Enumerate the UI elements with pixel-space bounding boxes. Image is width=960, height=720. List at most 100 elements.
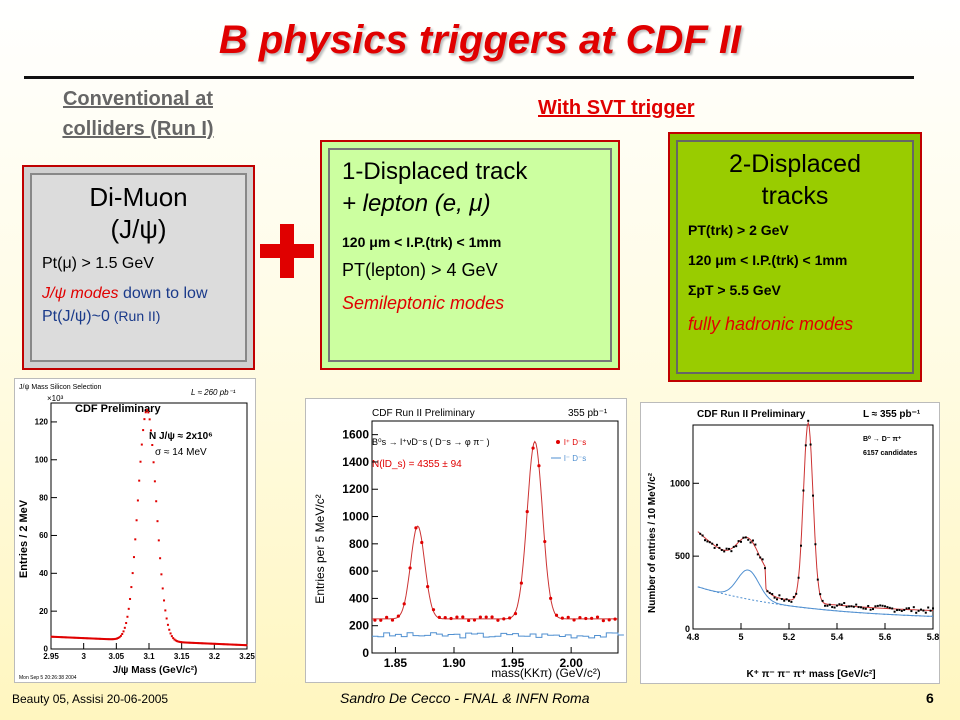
ds-frame bbox=[371, 420, 619, 654]
jpsi-data-point bbox=[193, 641, 196, 644]
bd-axes: 4.8 5 5.2 5.4 5.6 5.8 0 500 1000 bbox=[670, 424, 939, 642]
jpsi-data-point bbox=[106, 638, 109, 641]
ds-legend-rs: l⁺ D⁻s bbox=[564, 438, 586, 447]
ds-data-point bbox=[549, 596, 553, 600]
jpsi-data-point bbox=[118, 636, 121, 639]
jpsi-data-point bbox=[240, 643, 243, 646]
jpsi-xtick-label: 3.05 bbox=[109, 652, 125, 661]
jpsi-data-point bbox=[182, 641, 185, 644]
ds-data-point bbox=[578, 615, 582, 620]
jpsi-data-point bbox=[68, 636, 71, 639]
jpsi-data-point bbox=[91, 637, 94, 640]
dimuon-note-run: (Run II) bbox=[109, 308, 161, 324]
bd-data-point bbox=[732, 545, 735, 548]
jpsi-n-label: N J/ψ ≈ 2x10⁶ bbox=[149, 431, 213, 442]
jpsi-data-point bbox=[244, 644, 247, 647]
ds-data-point bbox=[408, 566, 412, 570]
bd-data-point bbox=[749, 541, 752, 544]
jpsi-data-point bbox=[206, 642, 209, 645]
bd-data-point bbox=[776, 598, 778, 601]
ds-lumi: 355 pb⁻¹ bbox=[568, 408, 608, 419]
bd-data-point bbox=[876, 604, 879, 607]
ds-data-point bbox=[590, 616, 594, 620]
bd-data-point bbox=[742, 536, 745, 539]
bd-data-point bbox=[828, 603, 831, 606]
jpsi-data-point bbox=[165, 617, 168, 620]
ds-data-point bbox=[431, 608, 436, 612]
ds-mass-plot: CDF Run II Preliminary 355 pb⁻¹ B⁰s → l⁺… bbox=[305, 398, 627, 683]
ds-data-point bbox=[601, 619, 605, 623]
ds-data-point bbox=[508, 616, 512, 620]
jpsi-data-point bbox=[245, 644, 248, 647]
bd-data-point bbox=[826, 604, 829, 607]
twotrack-cut1: PT(trk) > 2 GeV bbox=[688, 222, 789, 238]
bd-data-point bbox=[840, 603, 843, 606]
jpsi-data-point bbox=[236, 643, 239, 646]
jpsi-lumi: L ≈ 260 pb⁻¹ bbox=[191, 388, 236, 397]
conventional-heading-line2: colliders (Run I) bbox=[62, 118, 214, 140]
jpsi-data-point bbox=[203, 642, 206, 645]
bd-data-point bbox=[795, 592, 798, 595]
bd-data-point bbox=[771, 593, 774, 596]
ds-data-point bbox=[566, 615, 570, 619]
twotrack-modes: fully hadronic modes bbox=[688, 314, 854, 334]
jpsi-data-point bbox=[79, 636, 82, 639]
jpsi-data-point bbox=[151, 444, 154, 447]
jpsi-data-point bbox=[54, 635, 57, 638]
lepton-modes: Semileptonic modes bbox=[342, 293, 505, 313]
bd-reflection-curve bbox=[697, 569, 934, 617]
ds-xlabel: mass(KKπ) (GeV/c²) bbox=[491, 666, 601, 680]
bd-data-point bbox=[845, 605, 848, 608]
ds-data-point bbox=[467, 618, 471, 623]
bd-data-point bbox=[759, 556, 762, 559]
jpsi-data-point bbox=[142, 429, 145, 432]
bd-data-point bbox=[792, 595, 795, 598]
ds-data-point bbox=[502, 617, 506, 621]
bd-data-point bbox=[768, 591, 771, 594]
jpsi-data-point bbox=[232, 643, 235, 646]
ds-prelim: CDF Run II Preliminary bbox=[372, 408, 475, 419]
jpsi-data-point bbox=[238, 643, 241, 646]
bd-data-point bbox=[766, 590, 769, 593]
jpsi-data-point bbox=[83, 637, 86, 640]
jpsi-data-point bbox=[53, 635, 56, 638]
jpsi-data-point bbox=[65, 636, 68, 639]
dimuon-cut: Pt(μ) > 1.5 GeV bbox=[42, 255, 154, 272]
jpsi-data-point bbox=[204, 642, 207, 645]
ds-data-point bbox=[584, 616, 588, 621]
dimuon-note-rest: down to low Pt(J/ψ)~0 bbox=[42, 285, 208, 325]
jpsi-data-point bbox=[185, 641, 188, 644]
ds-data-point bbox=[437, 615, 441, 619]
jpsi-data-point bbox=[96, 637, 99, 640]
bd-data-point bbox=[915, 611, 918, 614]
jpsi-ytick-label: 40 bbox=[39, 569, 48, 578]
jpsi-data-point bbox=[63, 636, 66, 639]
jpsi-data-point bbox=[123, 626, 126, 629]
jpsi-data-point bbox=[149, 429, 152, 432]
ds-ytick-label: 800 bbox=[349, 537, 369, 551]
slide-title: B physics triggers at CDF II bbox=[218, 18, 742, 62]
jpsi-data-point bbox=[92, 637, 95, 640]
jpsi-plot-svg: J/ψ Mass Silicon Selection ×10³ CDF Prel… bbox=[18, 384, 255, 681]
ds-ytick-label: 400 bbox=[349, 591, 369, 605]
jpsi-data-point bbox=[227, 643, 230, 646]
jpsi-data-point bbox=[105, 638, 108, 641]
jpsi-xtick-label: 3.2 bbox=[209, 652, 221, 661]
jpsi-data-point bbox=[217, 642, 220, 645]
jpsi-data-point bbox=[221, 643, 224, 646]
jpsi-data-point bbox=[67, 636, 70, 639]
ds-data-point bbox=[607, 618, 611, 622]
bd-xtick-label: 5 bbox=[738, 632, 743, 642]
lepton-box-inner: 1-Displaced track + lepton (e, μ) 120 μm… bbox=[328, 148, 612, 362]
bd-data-point bbox=[852, 605, 855, 608]
jpsi-data-point bbox=[125, 622, 128, 625]
bd-data-point bbox=[761, 558, 764, 561]
jpsi-header: J/ψ Mass Silicon Selection bbox=[19, 384, 102, 391]
bd-data-point bbox=[872, 608, 874, 611]
bd-data-point bbox=[809, 443, 812, 446]
jpsi-data-point bbox=[108, 638, 111, 641]
bd-data-point bbox=[819, 593, 822, 596]
jpsi-data-point bbox=[166, 623, 169, 626]
ds-data-points bbox=[373, 446, 617, 623]
lepton-box: 1-Displaced track + lepton (e, μ) 120 μm… bbox=[320, 140, 620, 370]
